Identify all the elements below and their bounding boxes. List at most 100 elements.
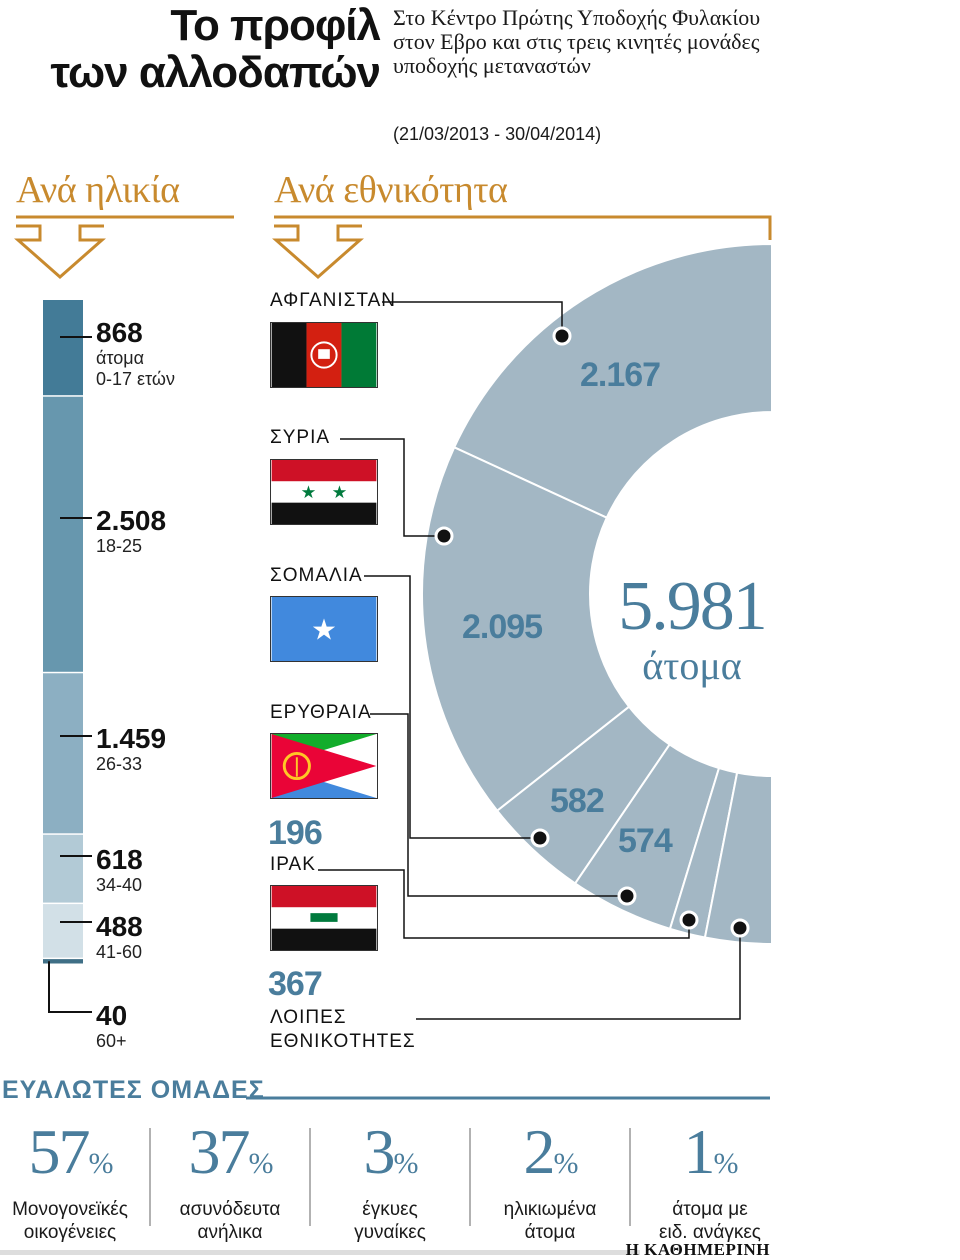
leader-line-1 xyxy=(340,438,444,537)
stat-label-single-parent-line2: οικογένειες xyxy=(23,1222,117,1243)
svg-text:★: ★ xyxy=(332,482,348,502)
stat-value-pregnant-women: 3 xyxy=(363,1116,396,1187)
age-bar-segment-0 xyxy=(43,300,83,396)
value-other-nationalities: 367 xyxy=(268,965,323,1003)
stat-unit: % xyxy=(553,1147,579,1180)
svg-text:★: ★ xyxy=(301,482,317,502)
section-arrows xyxy=(14,215,772,279)
leader-dot-4 xyxy=(679,910,699,930)
leader-line-4 xyxy=(318,869,690,939)
age-tick-5 xyxy=(48,961,92,1013)
age-label-1: 2.508 18-25 xyxy=(96,506,166,557)
age-value-18-25: 2.508 xyxy=(96,505,167,536)
leader-dot-5 xyxy=(730,918,750,938)
country-label-afghanistan: ΑΦΓΑΝΙΣΤΑΝ xyxy=(270,290,397,311)
nationality-section-heading: Ανά εθνικότητα xyxy=(274,169,508,211)
country-label-somalia: ΣΟΜΑΛΙΑ xyxy=(270,565,363,586)
eritrea-flag xyxy=(270,733,378,799)
stat-unit: % xyxy=(88,1147,114,1180)
age-label-2: 1.459 26-33 xyxy=(96,724,166,775)
age-value-41-60: 488 xyxy=(96,911,143,942)
svg-text:★: ★ xyxy=(311,615,337,647)
age-bar-segment-2 xyxy=(43,673,83,834)
source-credit: Η ΚΑΘΗΜΕΡΙΝΗ xyxy=(625,1240,770,1259)
stat-unit: % xyxy=(713,1147,739,1180)
vulnerable-groups-heading: ΕΥΑΛΩΤΕΣ ΟΜΑΔΕΣ xyxy=(2,1076,265,1104)
stat-label-pregnant-line2: γυναίκες xyxy=(354,1222,426,1243)
value-iraq: 196 xyxy=(268,814,323,852)
vulnerable-stat-3: 2% ηλικιωμένα άτομα xyxy=(470,1120,630,1244)
country-label-other: ΛΟΙΠΕΣ ΕΘΝΙΚΟΤΗΤΕΣ xyxy=(270,1007,416,1052)
total-count: 5.981 xyxy=(618,568,768,645)
age-arrow-icon xyxy=(14,224,106,279)
donut-value-somalia: 582 xyxy=(550,782,605,820)
country-label-syria: ΣΥΡΙΑ xyxy=(270,427,331,448)
title-line-2: των αλλοδαπών xyxy=(50,48,381,97)
somalia-flag: ★ xyxy=(270,596,378,662)
stat-value-unaccompanied-minors: 37 xyxy=(188,1116,251,1187)
subtitle: Στο Κέντρο Πρώτης Υποδοχής Φυλακίου στον… xyxy=(393,5,761,78)
afghanistan-flag xyxy=(270,322,378,388)
age-label-5: 40 60+ xyxy=(96,1001,127,1052)
age-section-heading: Ανά ηλικία xyxy=(16,169,180,211)
total-unit: άτομα xyxy=(642,643,742,688)
vulnerable-groups-rules xyxy=(149,1096,770,1226)
vulnerable-stat-4: 1% άτομα με ειδ. ανάγκες xyxy=(630,1120,790,1244)
stat-label-elderly-line1: ηλικιωμένα xyxy=(503,1199,597,1220)
stat-label-special-needs-line2: ειδ. ανάγκες xyxy=(659,1222,761,1243)
donut-slice-0 xyxy=(452,242,773,520)
donut-value-syria: 2.095 xyxy=(462,608,543,646)
age-range-0-17: 0-17 ετών xyxy=(96,369,175,389)
age-value-60-plus: 40 xyxy=(96,1000,128,1031)
nationality-heading-rule xyxy=(274,215,772,240)
stat-label-single-parent-line1: Μονογονεϊκές xyxy=(12,1199,128,1220)
age-bar-segment-5 xyxy=(43,959,83,964)
age-range-18-25: 18-25 xyxy=(96,536,143,556)
age-label-4: 488 41-60 xyxy=(96,912,143,963)
country-label-iraq: ΙΡΑΚ xyxy=(270,854,316,875)
donut-total: 5.981 άτομα xyxy=(612,572,772,689)
leader-line-5 xyxy=(416,928,741,1020)
leader-line-0 xyxy=(382,301,563,336)
vulnerable-stat-1: 37% ασυνόδευτα ανήλικα xyxy=(150,1120,310,1244)
age-range-41-60: 41-60 xyxy=(96,942,143,962)
leader-dot-0 xyxy=(552,326,572,346)
donut-value-afghanistan: 2.167 xyxy=(580,356,661,394)
age-label-0: 868 άτομα 0-17 ετών xyxy=(96,318,175,390)
age-value-0-17: 868 xyxy=(96,317,143,348)
stat-value-elderly: 2 xyxy=(523,1116,556,1187)
date-range: (21/03/2013 - 30/04/2014) xyxy=(393,124,602,144)
stat-unit: % xyxy=(393,1147,419,1180)
stat-value-special-needs: 1 xyxy=(683,1116,716,1187)
iraq-flag xyxy=(270,885,378,951)
stat-label-special-needs-line1: άτομα με xyxy=(672,1199,748,1220)
age-range-26-33: 26-33 xyxy=(96,754,143,774)
page-title: Το προφίλ των αλλοδαπών xyxy=(40,1,381,97)
donut-value-eritrea: 574 xyxy=(618,822,673,860)
footer-rule xyxy=(0,1250,640,1255)
age-unit-persons: άτομα xyxy=(96,348,145,368)
age-stacked-bar-chart xyxy=(43,300,92,1013)
stat-unit: % xyxy=(248,1147,274,1180)
age-value-34-40: 618 xyxy=(96,844,143,875)
donut-slice-1 xyxy=(421,445,631,813)
vulnerable-stat-2: 3% έγκυες γυναίκες xyxy=(310,1120,470,1244)
age-value-26-33: 1.459 xyxy=(96,723,167,754)
stat-value-single-parent: 57 xyxy=(28,1116,91,1187)
leader-dot-1 xyxy=(434,526,454,546)
age-bar-segment-4 xyxy=(43,904,83,958)
age-bar-segment-3 xyxy=(43,834,83,903)
age-range-60-plus: 60+ xyxy=(96,1031,127,1051)
title-line-1: Το προφίλ xyxy=(170,1,381,50)
stat-label-elderly-line2: άτομα xyxy=(524,1222,576,1243)
leader-line-3 xyxy=(370,713,627,897)
syria-flag: ★ ★ xyxy=(270,459,378,525)
age-label-3: 618 34-40 xyxy=(96,845,143,896)
stat-label-minors-line1: ασυνόδευτα xyxy=(179,1199,281,1220)
age-bar-segment-1 xyxy=(43,396,83,672)
leader-dot-3 xyxy=(617,886,637,906)
leader-line-2 xyxy=(364,575,540,839)
leader-dot-2 xyxy=(530,828,550,848)
donut-clip-mask xyxy=(772,239,960,949)
vulnerable-stat-0: 57% Μονογονεϊκές οικογένειες xyxy=(0,1120,150,1244)
